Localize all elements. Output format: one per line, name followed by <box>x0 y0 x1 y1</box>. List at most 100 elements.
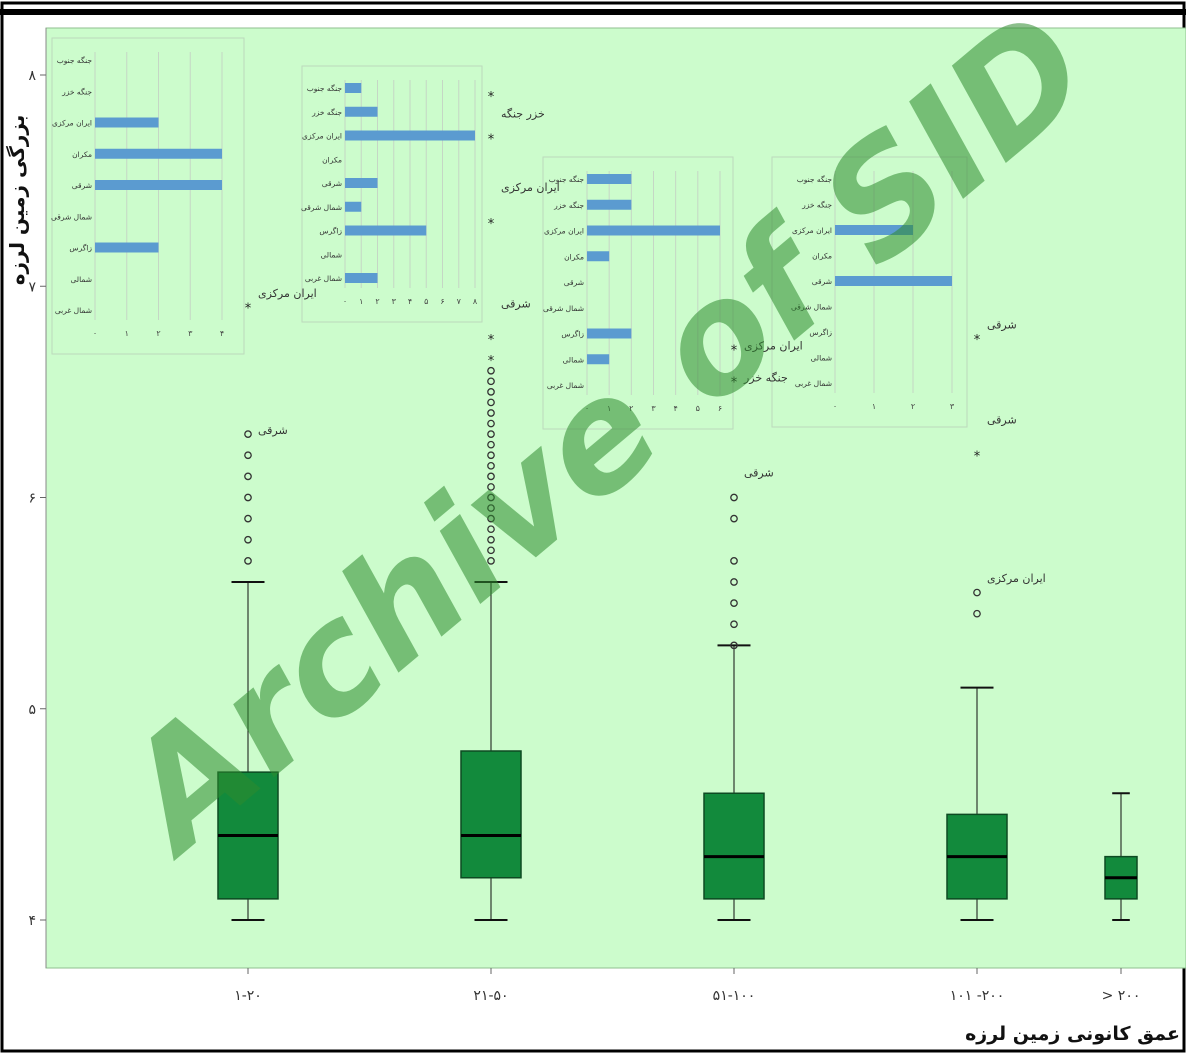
box-body <box>703 792 765 900</box>
inset-category-label: جنگه خزر <box>801 201 832 210</box>
outlier-point <box>487 504 495 512</box>
inset-category-label: مکران <box>322 155 342 164</box>
inset-tick-label: ۰ <box>93 329 97 338</box>
outlier-point <box>730 578 738 586</box>
inset-bar <box>587 251 610 262</box>
inset-bar <box>95 180 222 190</box>
outlier-annotation: ایران مرکزی <box>744 340 803 353</box>
box-5 <box>1104 792 1138 921</box>
inset-tick-label: ۶ <box>440 297 444 306</box>
outlier-point <box>487 451 495 460</box>
inset-category-label: شرقی <box>812 277 832 286</box>
inset-bar <box>587 174 632 184</box>
inset-chart-4: ۰ ۱ ۲ ۳ جنگه جنوب جنگه خزر ایران مرکزی مکران شرق… <box>771 156 968 428</box>
inset-category-label: شرقی <box>72 181 92 190</box>
outlier-point <box>973 588 981 597</box>
outlier-point <box>487 546 495 555</box>
extreme-point-star: * <box>488 90 495 105</box>
box-4 <box>946 686 1008 921</box>
inset-category-label: زاگرس <box>809 328 832 337</box>
outlier-annotation: ایران مرکزی <box>987 572 1046 585</box>
extreme-point-star: * <box>731 375 738 390</box>
inset-tick-label: ۱ <box>359 297 363 306</box>
inset-category-label: ایران مرکزی <box>302 132 342 141</box>
inset-chart-3: ۰ ۱ ۲ ۳ ۴ ۵ ۶ جنگه جنوب جنگه خزر ایران مرکزی مکران… <box>542 156 734 430</box>
box-2 <box>460 581 522 921</box>
x-tick-label: ۵۱-۱۰۰ <box>713 988 756 1004</box>
outlier-point <box>973 609 981 618</box>
extreme-point-star: * <box>731 344 738 359</box>
extreme-point-star: * <box>488 354 495 369</box>
inset-bar <box>835 276 952 286</box>
outlier-annotation: جنگه خزر <box>743 371 788 384</box>
outlier-point <box>730 599 738 607</box>
inset-tick-label: ۲ <box>911 402 915 411</box>
inset-bar <box>95 117 159 128</box>
inset-category-label: شمال غربی <box>547 381 584 390</box>
inset-frame <box>542 156 734 430</box>
inset-category-label: شمال شرقی <box>543 304 584 313</box>
y-tick-label: ۸ <box>28 68 36 84</box>
outlier-point <box>487 388 495 396</box>
inset-tick-label: ۵ <box>424 297 428 306</box>
outlier-point <box>487 514 495 523</box>
inset-tick-label: ۲ <box>629 404 633 413</box>
inset-category-label: مکران <box>812 252 832 261</box>
inset-tick-label: ۳ <box>950 402 955 411</box>
inset-tick-label: ۳ <box>651 404 656 413</box>
inset-chart-1: ۰ ۱ ۲ ۳ ۴ جنگه جنوب جنگه خزر ایران مرکزی مکران شر… <box>51 37 245 355</box>
outlier-point <box>487 409 495 417</box>
y-tick-label: ۵ <box>28 702 36 718</box>
outlier-annotation: شرقی <box>987 414 1017 427</box>
inset-bar <box>345 178 378 188</box>
inset-category-label: جنگه جنوب <box>549 175 585 184</box>
x-tick-label: ۱-۲۰ <box>234 988 262 1004</box>
inset-tick-label: ۰ <box>585 404 589 413</box>
extreme-point-star: * <box>488 217 495 232</box>
inset-bar-charts: ۰ ۱ ۲ ۳ ۴ جنگه جنوب جنگه خزر ایران مرکزی مکران شر… <box>51 37 968 430</box>
outlier-point <box>487 398 495 407</box>
inset-category-label: جنگه جنوب <box>797 175 833 184</box>
inset-category-label: شمال غربی <box>795 379 832 388</box>
inset-tick-label: ۲ <box>375 297 379 306</box>
inset-bar <box>345 225 427 236</box>
inset-category-label: شمال شرقی <box>791 303 832 312</box>
inset-tick-label: ۴ <box>408 297 412 306</box>
box-series <box>217 581 1138 921</box>
extreme-point-star: * <box>488 333 495 348</box>
outlier-point <box>487 419 495 428</box>
y-tick-label: ۶ <box>28 491 36 507</box>
outlier-annotations: شرقی ایران مرکزی خزر جنگه ایران مرکزی شرقی ای… <box>258 107 1046 585</box>
outlier-point <box>730 493 738 502</box>
y-axis-label: بزرگی زمین لرزه <box>5 115 29 286</box>
outlier-point <box>244 493 252 502</box>
outlier-point <box>244 514 252 523</box>
outlier-point <box>487 461 495 470</box>
x-tick-label: ۲۱-۵۰ <box>473 988 508 1004</box>
outlier-point <box>487 377 495 386</box>
y-axis-ticks: ۴ ۵ ۶ ۷ ۸ <box>28 68 46 929</box>
inset-category-label: زاگرس <box>69 244 92 253</box>
outlier-point <box>487 430 495 438</box>
inset-bar <box>835 225 913 235</box>
outlier-point <box>730 557 738 565</box>
inset-bar <box>345 83 362 93</box>
inset-category-label: شمالی <box>563 355 584 364</box>
outlier-point <box>730 641 738 650</box>
extreme-point-star: * <box>974 449 981 464</box>
outlier-point <box>487 366 495 375</box>
outlier-annotation: ایران مرکزی <box>258 287 317 300</box>
x-axis-label: عمق کانونی زمین لرزه <box>965 1023 1180 1045</box>
outlier-point <box>487 493 495 502</box>
outlier-annotation: شرقی <box>744 466 774 479</box>
inset-category-label: ایران مرکزی <box>52 119 92 128</box>
inset-category-label: شمال شرقی <box>301 203 342 212</box>
inset-frame <box>301 65 483 323</box>
box-body <box>460 750 522 879</box>
inset-tick-label: ۰ <box>343 297 347 306</box>
inset-bar <box>345 201 362 212</box>
outlier-point <box>487 440 495 449</box>
extreme-point-star: * <box>488 132 495 147</box>
inset-bar <box>587 328 632 339</box>
inset-category-label: شمالی <box>321 250 342 259</box>
